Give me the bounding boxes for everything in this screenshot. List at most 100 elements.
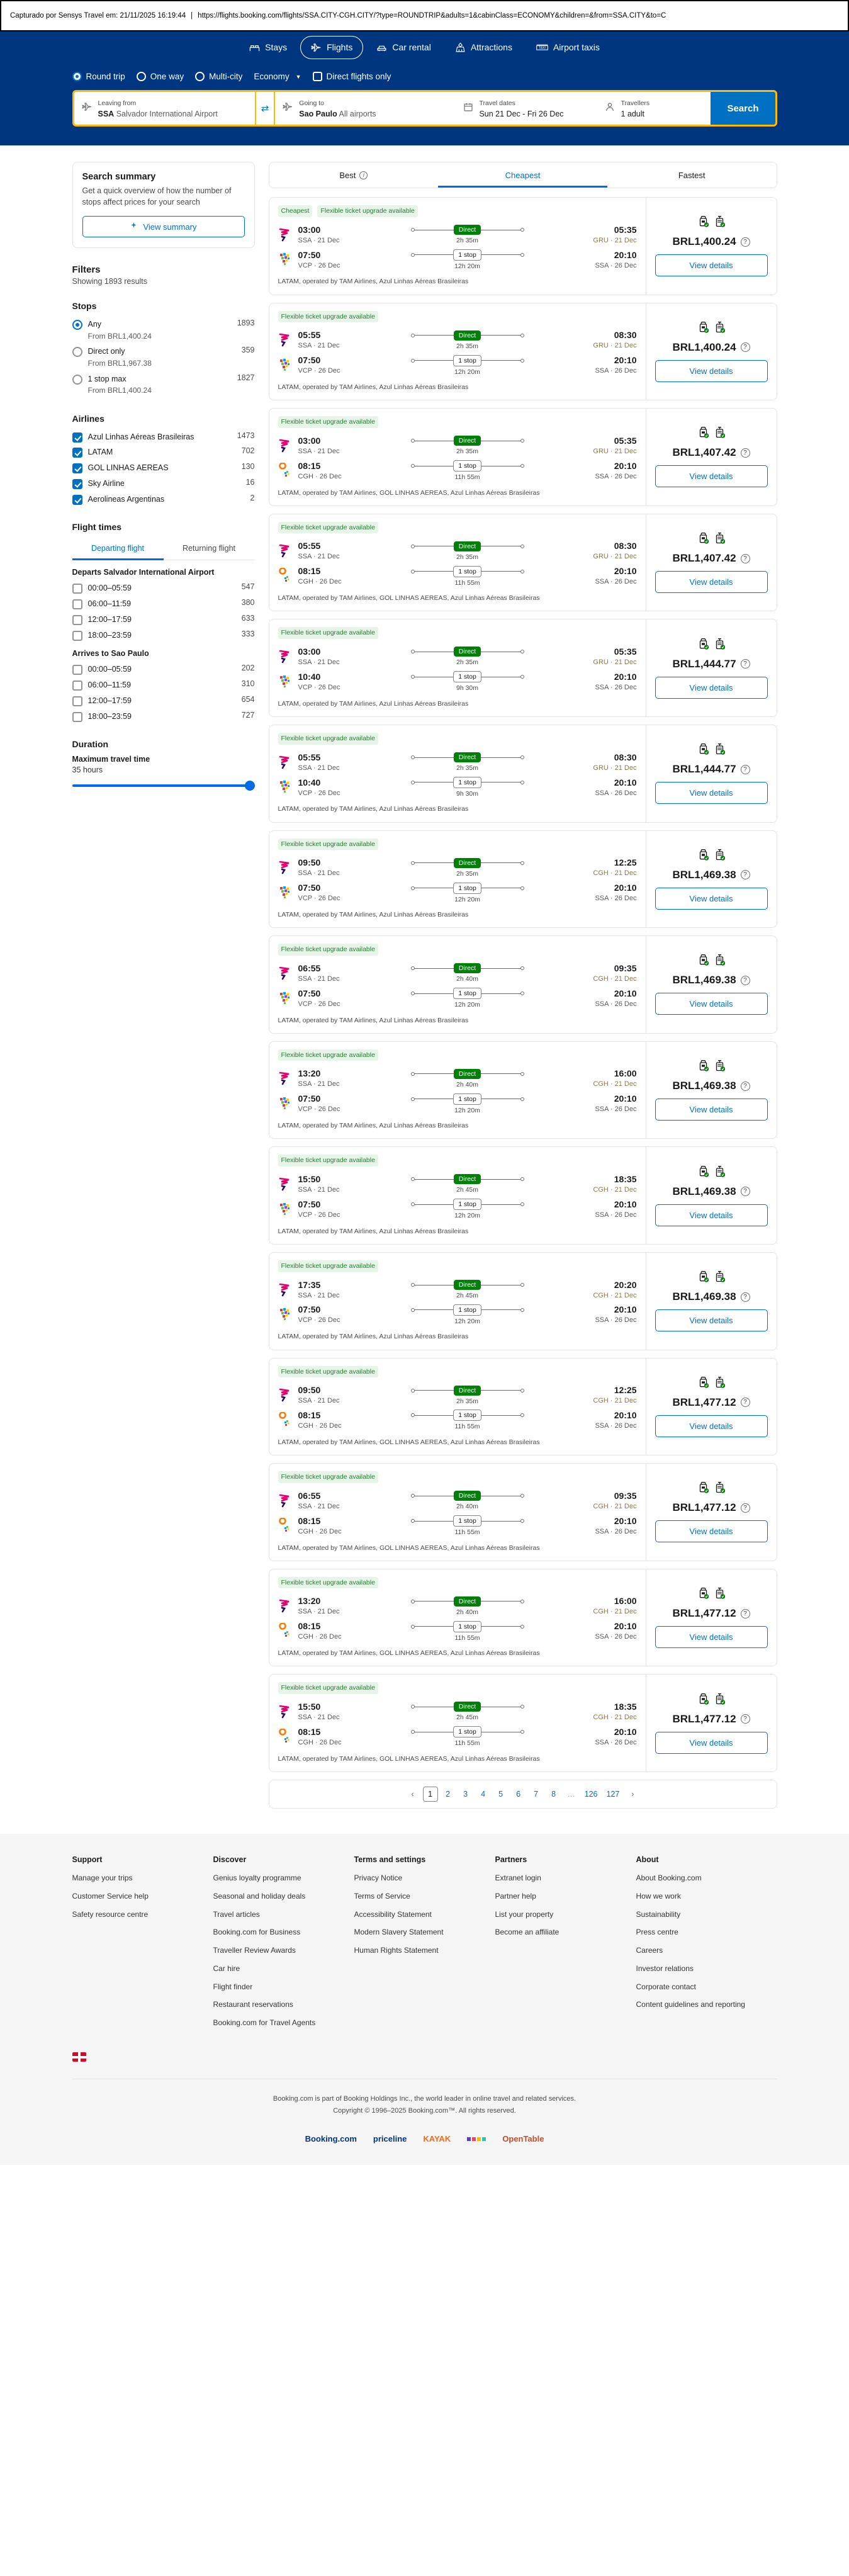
stops-option-direct-only[interactable]: Direct only From BRL1,967.38 359 [72,344,255,371]
pagination-page-5[interactable]: 5 [498,1789,503,1799]
footer-link[interactable]: Privacy Notice [354,1873,403,1882]
checkbox-arrive-time[interactable] [72,665,82,675]
radio-round-trip[interactable] [72,72,82,81]
checkbox-airline[interactable] [72,463,82,474]
footer-link[interactable]: Booking.com for Business [213,1928,301,1937]
view-details-button[interactable]: View details [655,887,768,910]
departs-slot-1[interactable]: 06:00–11:59 380 [72,596,255,612]
view-details-button[interactable]: View details [655,571,768,594]
checkbox-depart-time[interactable] [72,599,82,610]
footer-link[interactable]: Genius loyalty programme [213,1873,301,1882]
footer-link[interactable]: Travel articles [213,1909,260,1919]
checkbox-direct-only[interactable] [312,72,322,81]
info-icon[interactable]: i [359,171,368,179]
footer-link[interactable]: Accessibility Statement [354,1909,432,1919]
travellers-field[interactable]: Travellers 1 adult [597,92,711,125]
checkbox-airline[interactable] [72,432,82,443]
tab-fastest[interactable]: Fastest [678,171,706,180]
pagination-prev[interactable]: ‹ [411,1789,414,1799]
airline-option-gol[interactable]: GOL LINHAS AEREAS 130 [72,460,255,476]
view-details-button[interactable]: View details [655,676,768,699]
view-details-button[interactable]: View details [655,359,768,382]
radio-multi-city[interactable] [195,72,205,81]
flight-result-card[interactable]: Flexible ticket upgrade available 06:55 SS… [268,935,777,1034]
nav-item-flights[interactable]: Flights [300,35,364,59]
nav-item-stays[interactable]: Stays [239,36,298,59]
trip-type-one-way[interactable]: One way [136,72,184,81]
stops-option-1-stop-max[interactable]: 1 stop max From BRL1,400.24 1827 [72,371,255,398]
trip-type-multi-city[interactable]: Multi-city [195,72,242,81]
pagination-page-6[interactable]: 6 [516,1789,521,1799]
footer-link[interactable]: Press centre [636,1928,678,1937]
footer-link[interactable]: Sustainability [636,1909,681,1919]
view-summary-button[interactable]: View summary [82,216,245,238]
flight-result-card[interactable]: Flexible ticket upgrade available 13:20 SS… [268,1568,777,1667]
tab-returning-flight[interactable]: Returning flight [182,544,236,553]
view-details-button[interactable]: View details [655,1520,768,1543]
view-details-button[interactable]: View details [655,254,768,277]
price-info-icon[interactable]: ? [740,448,750,458]
search-button[interactable]: Search [711,92,775,125]
footer-link[interactable]: Investor relations [636,1963,694,1973]
footer-link[interactable]: List your property [495,1909,554,1919]
pagination-page-8[interactable]: 8 [551,1789,556,1799]
duration-slider-knob[interactable] [244,781,255,791]
airline-option-azul[interactable]: Azul Linhas Aéreas Brasileiras 1473 [72,429,255,445]
price-info-icon[interactable]: ? [740,342,750,353]
footer-link[interactable]: Traveller Review Awards [213,1946,296,1955]
footer-link[interactable]: Corporate contact [636,1982,696,1991]
footer-link[interactable]: Seasonal and holiday deals [213,1891,306,1901]
cabin-class-select[interactable]: Economy ▼ [254,72,301,81]
footer-link[interactable]: Modern Slavery Statement [354,1928,444,1937]
direct-flights-only-toggle[interactable]: Direct flights only [312,72,391,81]
flight-result-card[interactable]: Flexible ticket upgrade available 06:55 SS… [268,1463,777,1561]
tab-cheapest[interactable]: Cheapest [438,162,607,188]
price-info-icon[interactable]: ? [740,975,750,985]
footer-link[interactable]: Careers [636,1946,663,1955]
nav-item-airport-taxis[interactable]: TAXI Airport taxis [526,36,610,59]
footer-link[interactable]: Content guidelines and reporting [636,2000,745,2009]
price-info-icon[interactable]: ? [740,1398,750,1408]
footer-link[interactable]: Safety resource centre [72,1909,149,1919]
checkbox-depart-time[interactable] [72,614,82,625]
price-info-icon[interactable]: ? [740,1187,750,1197]
flight-result-card[interactable]: Flexible ticket upgrade available 17:35 SS… [268,1251,777,1350]
flight-result-card[interactable]: Flexible ticket upgrade available 05:55 SS… [268,302,777,401]
view-details-button[interactable]: View details [655,782,768,805]
footer-link[interactable]: Manage your trips [72,1873,133,1882]
price-info-icon[interactable]: ? [740,1608,750,1618]
checkbox-depart-time[interactable] [72,584,82,594]
view-details-button[interactable]: View details [655,1099,768,1121]
view-details-button[interactable]: View details [655,1626,768,1649]
view-details-button[interactable]: View details [655,465,768,488]
footer-link[interactable]: Extranet login [495,1873,541,1882]
airline-option-latam[interactable]: LATAM 702 [72,444,255,460]
view-details-button[interactable]: View details [655,993,768,1015]
going-to-field[interactable]: Going to Sao Paulo All airports [275,92,456,125]
nav-item-attractions[interactable]: Attractions [444,36,523,59]
footer-link[interactable]: Terms of Service [354,1891,410,1901]
footer-link[interactable]: Car hire [213,1963,240,1973]
travel-dates-field[interactable]: Travel dates Sun 21 Dec - Fri 26 Dec [456,92,598,125]
leaving-from-field[interactable]: Leaving from SSA Salvador International … [74,92,255,125]
pagination-page-1[interactable]: 1 [422,1786,438,1802]
pagination-page-4[interactable]: 4 [481,1789,486,1799]
brand-opentable[interactable]: OpenTable [502,2134,544,2144]
flight-result-card[interactable]: Flexible ticket upgrade available 15:50 SS… [268,1674,777,1772]
flight-result-card[interactable]: Flexible ticket upgrade available 09:50 SS… [268,1357,777,1456]
footer-link[interactable]: Become an affiliate [495,1928,559,1937]
departs-slot-3[interactable]: 18:00–23:59 333 [72,628,255,643]
flight-result-card[interactable]: Flexible ticket upgrade available 15:50 SS… [268,1146,777,1245]
checkbox-arrive-time[interactable] [72,696,82,706]
footer-link[interactable]: Restaurant reservations [213,2000,293,2009]
price-info-icon[interactable]: ? [740,764,750,774]
pagination-next[interactable]: › [631,1789,634,1799]
footer-link[interactable]: Human Rights Statement [354,1946,439,1955]
price-info-icon[interactable]: ? [740,1292,750,1302]
language-selector[interactable] [72,2036,777,2079]
trip-type-round-trip[interactable]: Round trip [72,72,125,81]
arrives-slot-3[interactable]: 18:00–23:59 727 [72,709,255,725]
view-details-button[interactable]: View details [655,1309,768,1332]
price-info-icon[interactable]: ? [740,1503,750,1513]
checkbox-airline[interactable] [72,478,82,489]
